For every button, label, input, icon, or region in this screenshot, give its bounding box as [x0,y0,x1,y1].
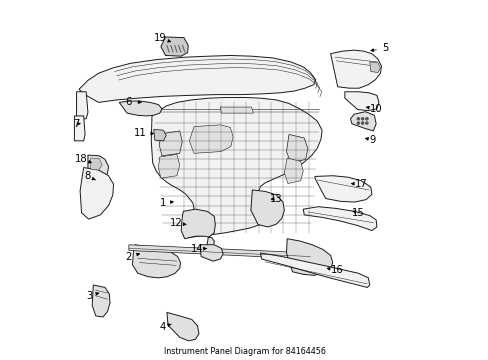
Text: 18: 18 [75,154,91,165]
Text: Instrument Panel Diagram for 84164456: Instrument Panel Diagram for 84164456 [163,347,325,356]
Circle shape [361,118,363,120]
Polygon shape [220,107,253,113]
Text: 1: 1 [159,198,173,208]
Text: 12: 12 [169,219,185,228]
Polygon shape [88,155,108,178]
Circle shape [357,122,359,124]
Polygon shape [284,158,303,184]
Polygon shape [181,209,215,248]
Polygon shape [303,207,376,230]
Polygon shape [286,134,307,163]
Text: 15: 15 [351,208,364,218]
Polygon shape [119,101,162,116]
Text: 14: 14 [191,244,206,255]
Text: 19: 19 [153,33,170,43]
Text: 7: 7 [73,119,80,129]
Polygon shape [79,55,315,103]
Polygon shape [189,125,233,153]
Text: 16: 16 [326,265,343,275]
Polygon shape [151,98,322,238]
Polygon shape [369,62,380,72]
Polygon shape [314,176,371,202]
Circle shape [365,122,367,124]
Polygon shape [77,92,88,119]
Polygon shape [344,92,378,111]
Polygon shape [129,245,310,259]
Text: 3: 3 [86,291,99,301]
Polygon shape [153,130,166,141]
Text: 8: 8 [84,171,96,181]
Polygon shape [161,37,188,56]
Text: 4: 4 [159,321,171,332]
Polygon shape [80,167,113,219]
Polygon shape [350,112,375,131]
Polygon shape [330,50,381,88]
Text: 5: 5 [370,43,387,53]
Circle shape [361,122,363,124]
Polygon shape [74,116,85,141]
Text: 13: 13 [270,194,282,203]
Circle shape [357,118,359,120]
Text: 6: 6 [125,97,141,107]
Text: 9: 9 [365,135,375,145]
Polygon shape [132,245,180,278]
Polygon shape [158,154,180,178]
Polygon shape [260,253,369,288]
Polygon shape [91,158,102,170]
Polygon shape [159,131,182,156]
Text: 17: 17 [351,179,367,189]
Polygon shape [166,312,199,341]
Polygon shape [286,239,332,275]
Polygon shape [200,245,223,261]
Polygon shape [92,285,110,317]
Text: 11: 11 [134,128,153,138]
Text: 10: 10 [366,104,382,114]
Text: 2: 2 [125,252,139,261]
Circle shape [365,118,367,120]
Polygon shape [250,190,284,227]
